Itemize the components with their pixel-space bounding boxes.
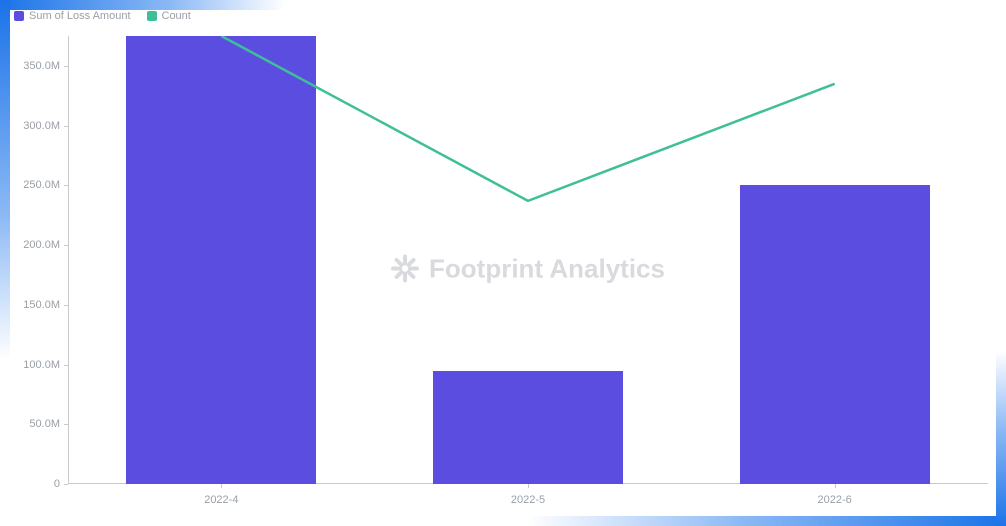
legend-item-sum-of-loss[interactable]: Sum of Loss Amount <box>14 10 131 22</box>
border-right <box>996 351 1006 526</box>
y-tick-label: 0 <box>54 478 60 490</box>
plot-region: Footprint Analytics 050.0M100.0M150.0M20… <box>68 36 988 484</box>
x-tick-mark <box>221 484 222 488</box>
watermark: Footprint Analytics <box>391 253 665 284</box>
y-tick-mark <box>64 484 68 485</box>
y-tick-mark <box>64 185 68 186</box>
chart-frame: Sum of Loss Amount Count <box>0 0 1006 526</box>
bar[interactable] <box>126 36 316 484</box>
x-tick-mark <box>835 484 836 488</box>
y-tick-mark <box>64 245 68 246</box>
y-tick-mark <box>64 365 68 366</box>
y-tick-mark <box>64 424 68 425</box>
legend-label: Count <box>162 10 191 22</box>
legend: Sum of Loss Amount Count <box>14 10 191 22</box>
legend-label: Sum of Loss Amount <box>29 10 131 22</box>
y-tick-label: 250.0M <box>23 179 60 191</box>
chart-area: Sum of Loss Amount Count <box>12 6 994 520</box>
bar[interactable] <box>740 185 930 484</box>
footprint-logo-icon <box>391 255 419 283</box>
y-tick-label: 300.0M <box>23 120 60 132</box>
y-tick-label: 50.0M <box>29 418 60 430</box>
y-tick-mark <box>64 66 68 67</box>
watermark-text: Footprint Analytics <box>429 253 665 284</box>
y-tick-label: 150.0M <box>23 299 60 311</box>
y-tick-label: 350.0M <box>23 60 60 72</box>
y-tick-mark <box>64 305 68 306</box>
y-tick-mark <box>64 126 68 127</box>
y-axis-line <box>68 36 69 484</box>
legend-swatch-line <box>147 11 157 21</box>
bar[interactable] <box>433 371 623 484</box>
x-tick-label: 2022-4 <box>204 494 238 506</box>
x-tick-mark <box>528 484 529 488</box>
x-tick-label: 2022-6 <box>818 494 852 506</box>
y-tick-label: 100.0M <box>23 359 60 371</box>
y-tick-label: 200.0M <box>23 239 60 251</box>
legend-swatch-bar <box>14 11 24 21</box>
legend-item-count[interactable]: Count <box>147 10 191 22</box>
border-left <box>0 0 10 360</box>
x-tick-label: 2022-5 <box>511 494 545 506</box>
